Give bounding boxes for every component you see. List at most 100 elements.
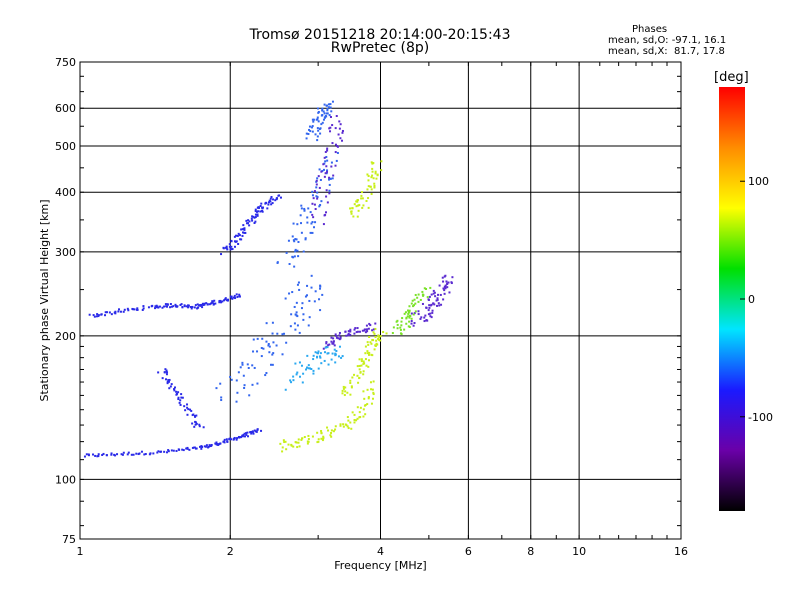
data-point (235, 240, 238, 243)
data-point (323, 112, 326, 115)
data-point (428, 295, 431, 298)
data-point (441, 276, 444, 279)
data-point (329, 177, 332, 180)
data-point (435, 304, 438, 307)
data-point (194, 423, 197, 426)
data-point (332, 342, 335, 345)
data-point (396, 323, 399, 326)
data-point (292, 445, 295, 448)
data-point (110, 313, 113, 316)
data-point (413, 304, 416, 307)
data-point (314, 208, 317, 211)
data-point (425, 306, 428, 309)
data-point (367, 206, 370, 209)
data-point (347, 427, 350, 430)
data-point (356, 200, 359, 203)
data-point (347, 330, 350, 333)
data-point (329, 126, 332, 129)
data-point (434, 295, 437, 298)
data-point (256, 213, 259, 216)
data-point (92, 314, 95, 317)
data-point (255, 430, 258, 433)
data-point (442, 287, 445, 290)
data-point (327, 363, 330, 366)
data-point (298, 288, 301, 291)
data-point (371, 388, 374, 391)
data-point (298, 331, 301, 334)
data-point (253, 222, 256, 225)
data-point (358, 411, 361, 414)
data-point (355, 331, 358, 334)
data-point (208, 303, 211, 306)
data-point (440, 303, 443, 306)
data-point (202, 426, 205, 429)
data-point (391, 332, 394, 335)
data-point (421, 302, 424, 305)
data-point (241, 228, 244, 231)
data-point (357, 381, 360, 384)
data-point (234, 297, 237, 300)
x-tick-label: 4 (377, 545, 384, 558)
data-point (140, 450, 143, 453)
data-point (265, 201, 268, 204)
data-point (183, 405, 186, 408)
data-point (224, 298, 227, 301)
data-point (358, 368, 361, 371)
data-point (355, 200, 358, 203)
data-point (367, 175, 370, 178)
data-point (311, 435, 314, 438)
data-point (294, 328, 297, 331)
data-point (164, 303, 167, 306)
data-point (374, 344, 377, 347)
data-point (316, 135, 319, 138)
data-point (300, 307, 303, 310)
data-point (228, 243, 231, 246)
data-point (338, 334, 341, 337)
data-point (371, 170, 374, 173)
data-point (327, 106, 330, 109)
data-point (410, 320, 413, 323)
data-point (326, 426, 329, 429)
data-point (295, 311, 298, 314)
data-point (259, 210, 262, 213)
data-point (243, 386, 246, 389)
data-point (243, 231, 246, 234)
data-point (187, 408, 190, 411)
data-point (269, 363, 272, 366)
data-point (179, 399, 182, 402)
data-point (180, 393, 183, 396)
data-point (296, 371, 299, 374)
data-point (181, 306, 184, 309)
data-point (327, 344, 330, 347)
data-point (101, 453, 104, 456)
data-point (327, 352, 330, 355)
data-point (442, 280, 445, 283)
data-point (166, 305, 169, 308)
data-point (366, 350, 369, 353)
data-point (230, 295, 233, 298)
data-point (329, 103, 332, 106)
data-point (358, 330, 361, 333)
data-point (294, 362, 297, 365)
data-point (235, 379, 238, 382)
data-point (313, 300, 316, 303)
data-point (363, 397, 366, 400)
data-point (183, 304, 186, 307)
data-point (370, 342, 373, 345)
data-point (365, 364, 368, 367)
data-point (364, 345, 367, 348)
data-point (194, 447, 197, 450)
data-point (370, 176, 373, 179)
data-point (295, 301, 298, 304)
data-point (414, 302, 417, 305)
data-point (131, 307, 134, 310)
data-point (297, 441, 300, 444)
data-point (136, 308, 139, 311)
data-point (428, 306, 431, 309)
data-point (324, 351, 327, 354)
data-point (361, 329, 364, 332)
data-point (337, 133, 340, 136)
data-point (201, 303, 204, 306)
data-point (349, 381, 352, 384)
data-point (257, 210, 260, 213)
